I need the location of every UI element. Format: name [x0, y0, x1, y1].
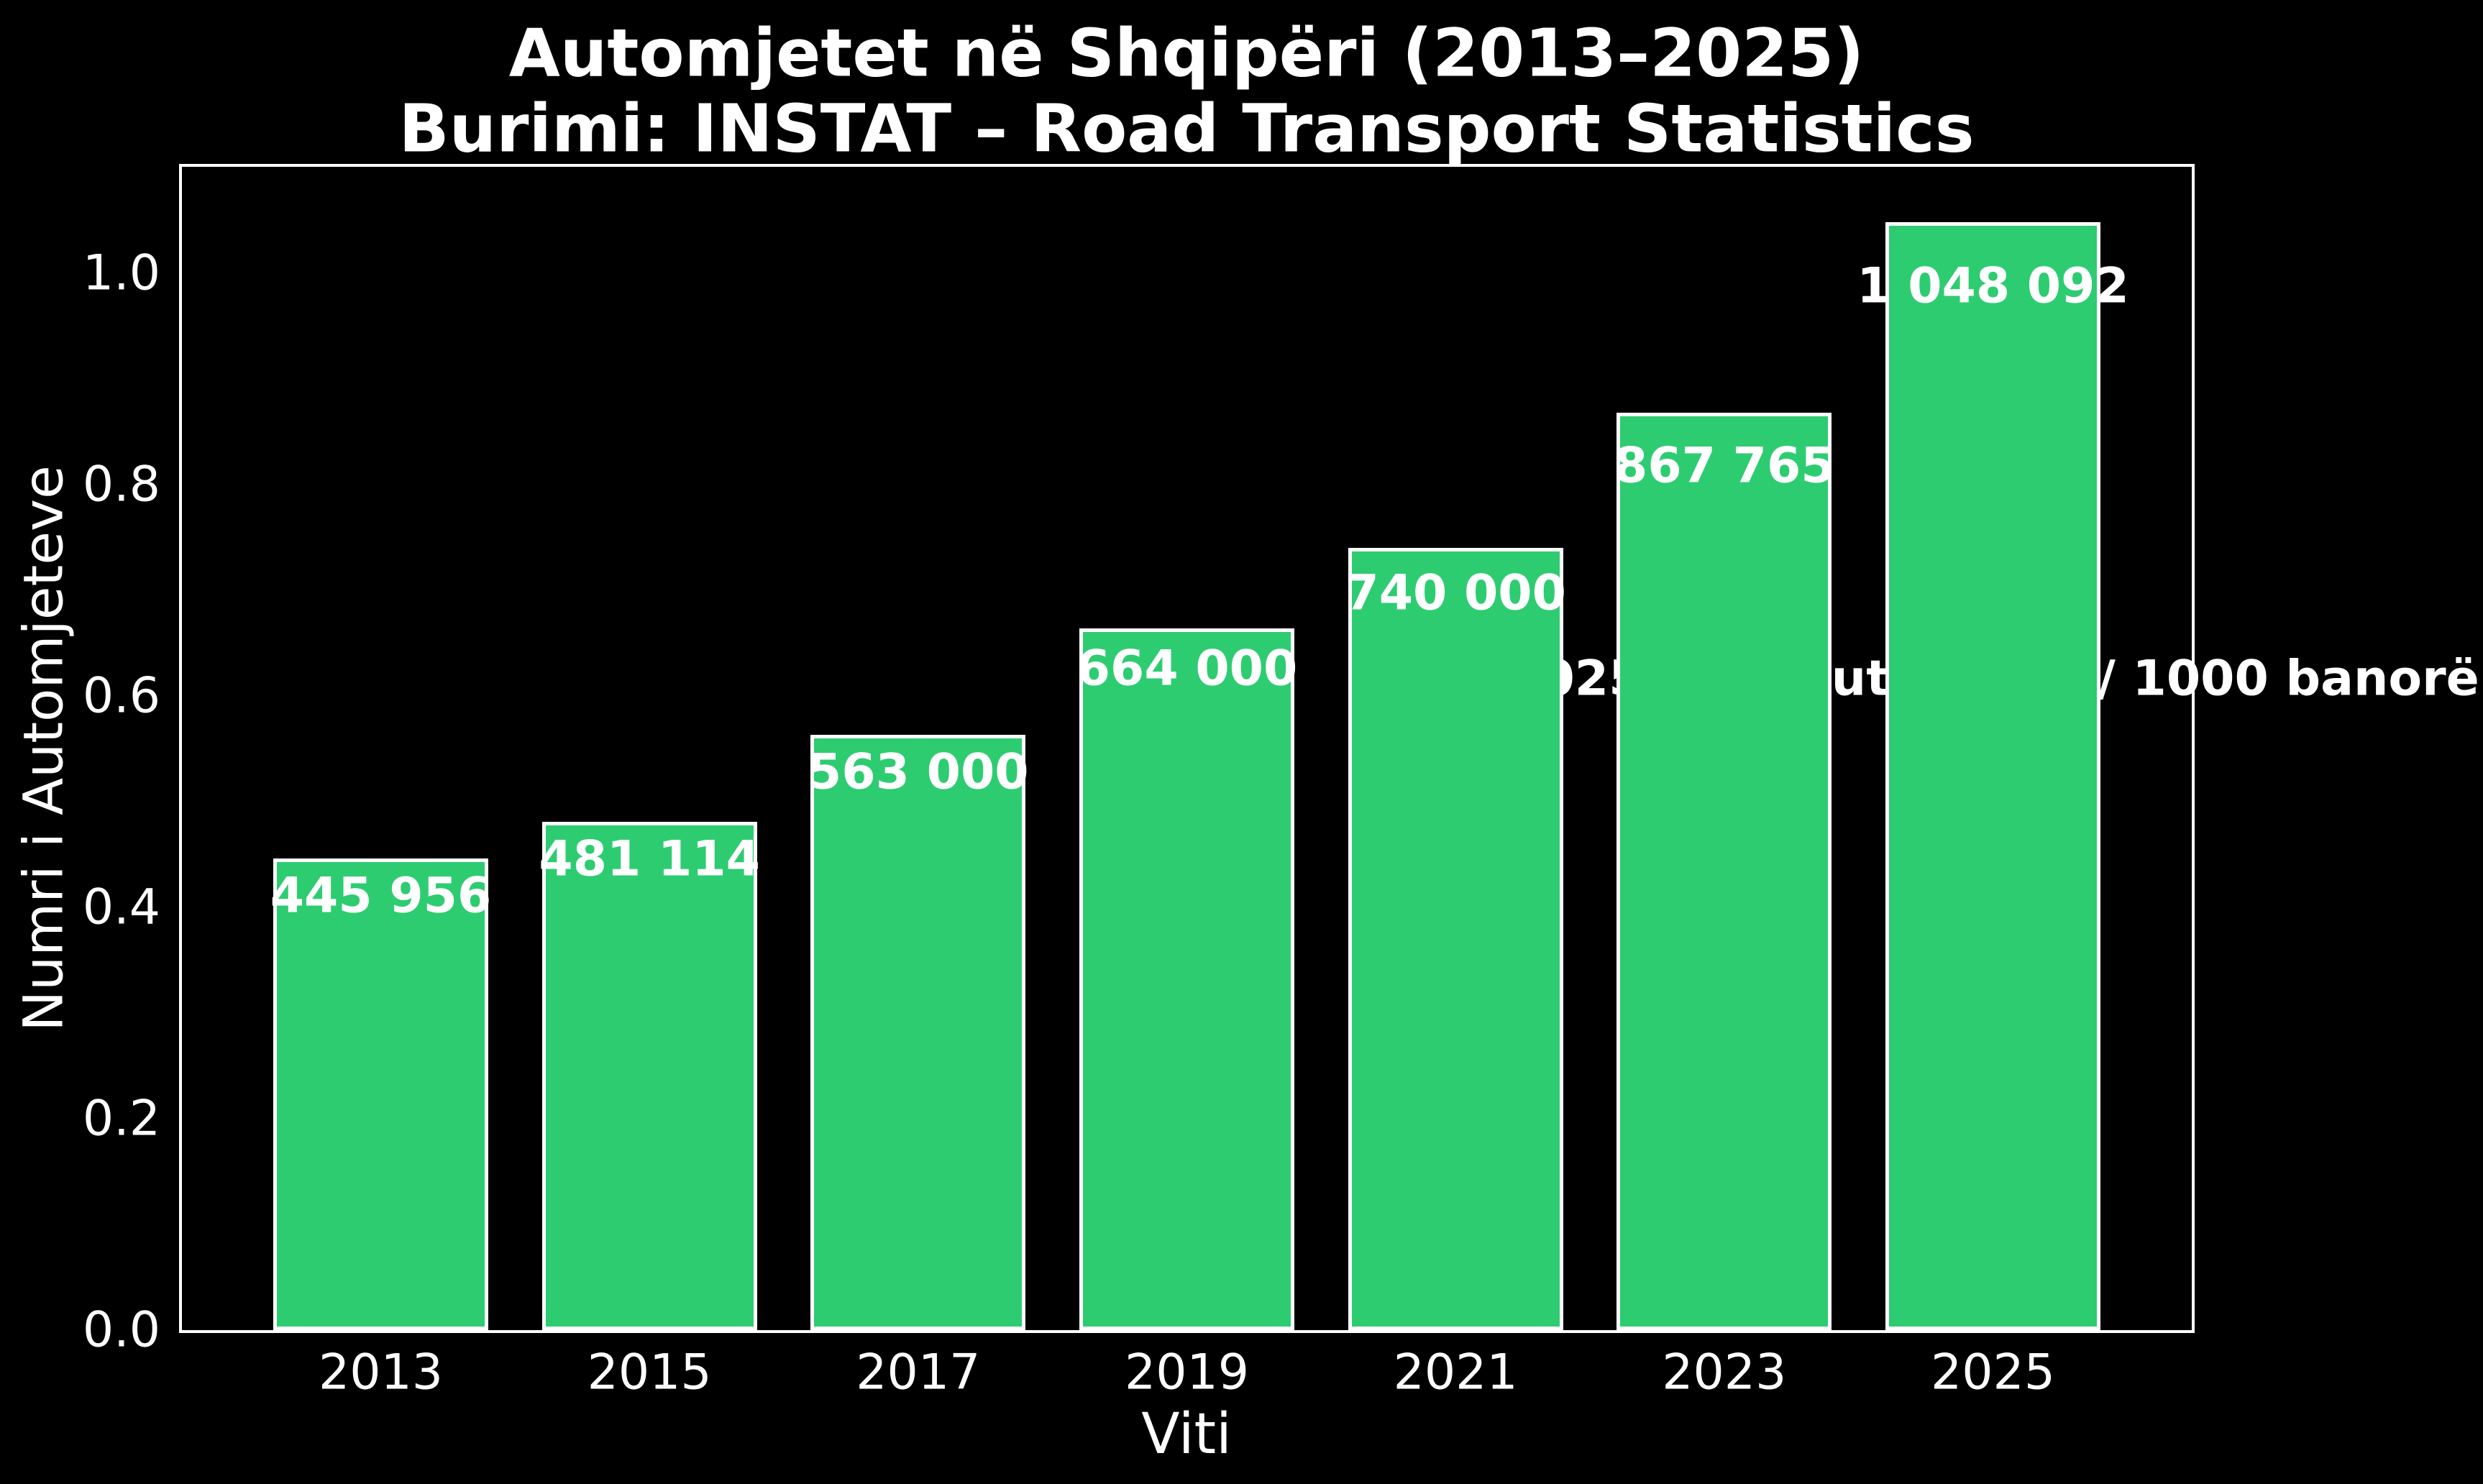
bar-2021	[1348, 548, 1563, 1330]
bar-2013	[273, 858, 488, 1330]
bar-2017	[810, 735, 1026, 1330]
bar-value-label: 445 956	[270, 867, 492, 925]
y-tick-label: 0.8	[82, 456, 160, 513]
y-axis-label: Numri i Automjeteve	[11, 465, 76, 1032]
y-tick-label: 1.0	[82, 244, 160, 302]
x-tick-label: 2025	[1930, 1344, 2056, 1401]
bar-value-label: 664 000	[1076, 640, 1298, 697]
y-tick-label: 0.2	[82, 1090, 160, 1148]
bar-value-label: 867 765	[1614, 437, 1835, 495]
x-tick-label: 2013	[318, 1344, 444, 1401]
x-tick-label: 2021	[1393, 1344, 1518, 1401]
y-tick-label: 0.0	[82, 1301, 160, 1359]
y-tick-label: 0.4	[82, 879, 160, 936]
x-tick-label: 2015	[587, 1344, 712, 1401]
bar-value-label: 740 000	[1345, 564, 1566, 622]
plot-area: 2025: 437 automjete / 1000 banorë 445 95…	[179, 164, 2479, 1333]
chart-title: Automjetet në Shqipëri (2013–2025)	[508, 14, 1865, 92]
chart-subtitle: Burimi: INSTAT – Road Transport Statisti…	[398, 90, 1975, 168]
x-axis-label: Viti	[1141, 1402, 1232, 1467]
bar-value-label: 1 048 092	[1857, 257, 2129, 315]
bar-2019	[1079, 628, 1294, 1330]
bar-value-label: 563 000	[808, 743, 1029, 801]
x-tick-label: 2019	[1124, 1344, 1250, 1401]
bar-value-label: 481 114	[539, 830, 760, 888]
bar-2015	[541, 821, 757, 1330]
y-tick-label: 0.6	[82, 667, 160, 725]
bar-2025	[1885, 222, 2100, 1330]
x-tick-label: 2023	[1662, 1344, 1787, 1401]
bar-2023	[1617, 413, 1832, 1330]
x-tick-label: 2017	[856, 1344, 981, 1401]
